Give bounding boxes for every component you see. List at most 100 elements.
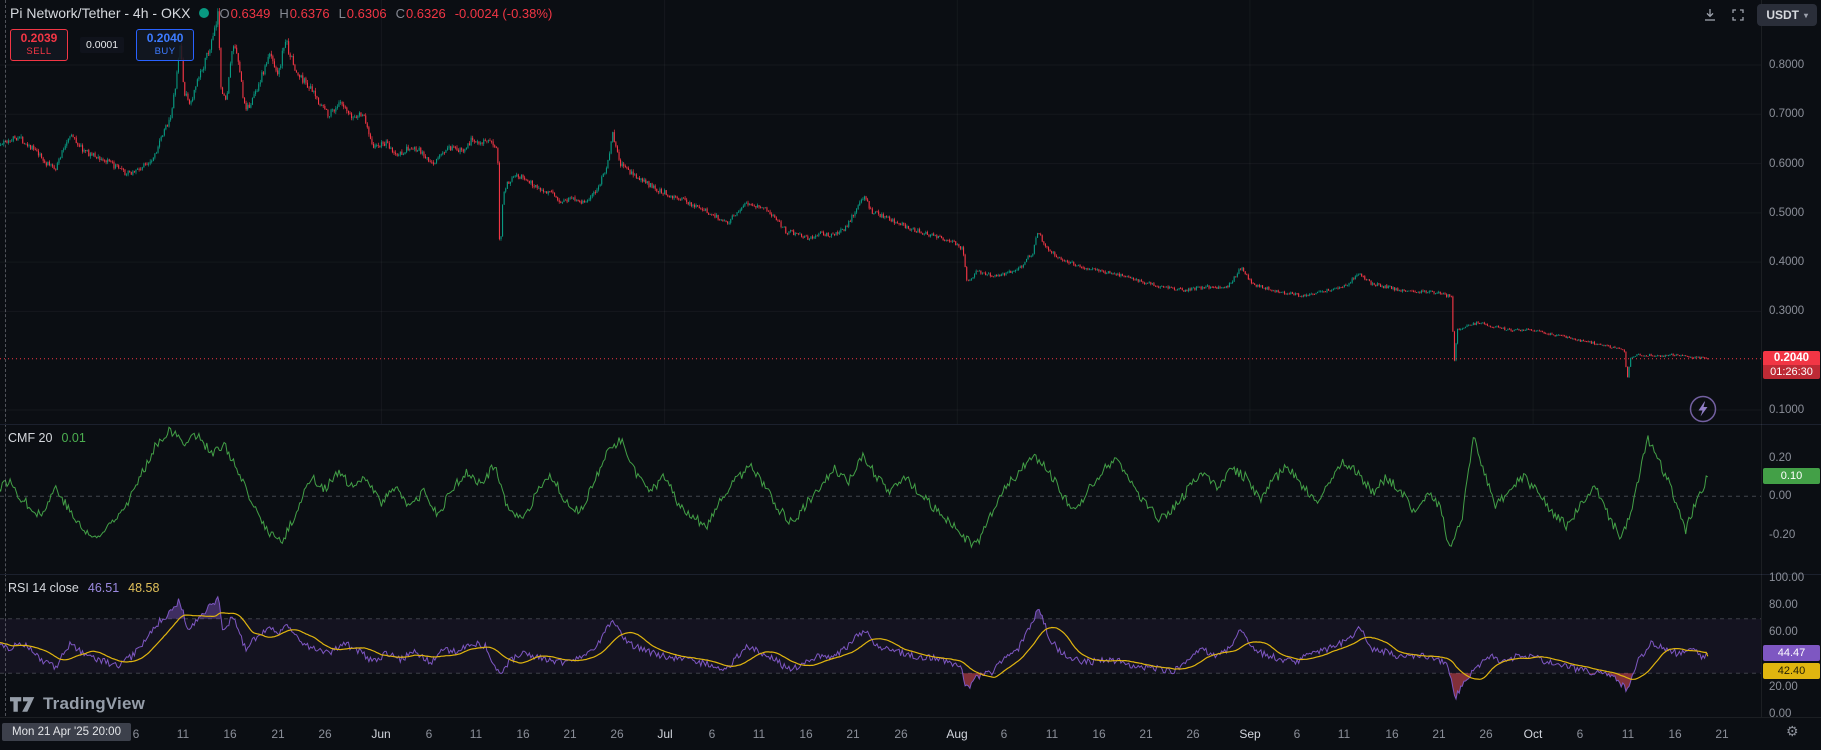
time-tick-label: 16 — [516, 727, 530, 741]
rsi-ma-current-value: 48.58 — [128, 581, 160, 595]
time-tick-label: 6 — [132, 727, 140, 741]
time-tick-label: Jun — [371, 727, 391, 741]
pane-separator[interactable] — [0, 424, 1821, 425]
price-chart-canvas[interactable] — [0, 0, 1761, 424]
tradingview-logo[interactable]: TradingView — [10, 694, 145, 714]
close-label: C — [395, 5, 405, 21]
rsi-pane[interactable] — [0, 575, 1761, 716]
rsi-chart-canvas[interactable] — [0, 575, 1761, 716]
time-tick-label: 26 — [894, 727, 908, 741]
high-label: H — [279, 5, 289, 21]
cmf-title[interactable]: CMF 20 — [8, 431, 53, 445]
time-tick-label: 11 — [1337, 727, 1351, 741]
price-axis[interactable]: 0.2040 01:26:30 0.10 44.47 42.40 0.8000 0… — [1761, 0, 1821, 720]
price-grid — [0, 0, 1761, 424]
fullscreen-icon[interactable] — [1729, 6, 1747, 24]
low-label: L — [338, 5, 346, 21]
price-tick-label: 0.3000 — [1769, 305, 1805, 318]
cmf-current-value: 0.01 — [61, 431, 86, 445]
cmf-chart-canvas[interactable] — [0, 425, 1761, 574]
time-tick-label: 21 — [1139, 727, 1153, 741]
sell-label: SELL — [26, 46, 52, 57]
time-tick-label: 26 — [1479, 727, 1493, 741]
currency-toggle-button[interactable]: USDT ▾ — [1757, 4, 1817, 26]
bar-countdown: 01:26:30 — [1763, 365, 1820, 379]
price-tick-label: 0.1000 — [1769, 403, 1805, 416]
tradingview-logo-text: TradingView — [43, 694, 146, 713]
open-label: O — [219, 5, 230, 21]
price-pane[interactable] — [0, 0, 1761, 424]
market-status-icon — [198, 8, 209, 18]
rsi-tick-label: 20.00 — [1769, 680, 1798, 693]
tradingview-logo-icon — [10, 697, 35, 712]
time-tick-label: 16 — [1385, 727, 1399, 741]
time-tick-label: 16 — [223, 727, 237, 741]
time-tick-label: 16 — [1668, 727, 1682, 741]
price-tick-label: 0.5000 — [1769, 206, 1805, 219]
time-tick-label: Sep — [1239, 727, 1261, 741]
high-value: 0.6376 — [289, 5, 330, 21]
time-tick-label: 16 — [799, 727, 813, 741]
time-tick-label: 6 — [708, 727, 716, 741]
time-axis[interactable]: Mon 21 Apr '25 20:00 ⚙ 6 11 16 21 26 Jun 6 11 16… — [0, 717, 1821, 750]
cmf-tick-label: 0.20 — [1769, 451, 1792, 464]
time-tick-label: 11 — [752, 727, 766, 741]
time-tick-label: 21 — [846, 727, 860, 741]
currency-label: USDT — [1766, 8, 1799, 22]
time-tick-label: 16 — [1092, 727, 1106, 741]
rsi-tick-label: 100.00 — [1769, 572, 1805, 584]
pane-separator[interactable] — [0, 574, 1821, 575]
symbol-title[interactable]: Pi Network/Tether - 4h - OKX — [10, 5, 191, 21]
time-settings-icon[interactable]: ⚙ — [1786, 723, 1799, 739]
cmf-tick-label: -0.20 — [1769, 529, 1796, 542]
time-tick-label: Aug — [946, 727, 968, 741]
sell-button[interactable]: 0.2039 SELL — [10, 29, 68, 61]
time-tick-label: 26 — [610, 727, 624, 741]
buy-button[interactable]: 0.2040 BUY — [136, 29, 195, 61]
rsi-tick-label: 80.00 — [1769, 599, 1798, 612]
sell-price: 0.2039 — [20, 31, 58, 45]
close-value: 0.6326 — [405, 5, 446, 21]
last-price-value: 0.2040 — [1773, 352, 1810, 364]
price-tick-label: 0.4000 — [1769, 256, 1805, 269]
time-tick-label: 21 — [563, 727, 577, 741]
time-tick-label: 6 — [1576, 727, 1584, 741]
cmf-line — [0, 426, 1709, 549]
crosshair-vertical-line — [5, 0, 6, 716]
time-tick-label: 6 — [1000, 727, 1008, 741]
crosshair-date-label: Mon 21 Apr '25 20:00 — [2, 723, 131, 741]
price-tick-label: 0.8000 — [1769, 59, 1805, 71]
rsi-title[interactable]: RSI 14 close — [8, 581, 79, 595]
time-tick-label: 21 — [271, 727, 285, 741]
time-tick-label: 11 — [1621, 727, 1635, 741]
rsi-ma-line — [0, 612, 1709, 680]
chevron-down-icon: ▾ — [1803, 10, 1808, 20]
rsi-line — [0, 595, 1708, 701]
price-tick-label: 0.7000 — [1769, 108, 1805, 121]
candle-wicks-down — [5, 8, 1709, 378]
download-icon[interactable] — [1701, 6, 1719, 24]
open-value: 0.6349 — [230, 5, 271, 21]
time-tick-label: 11 — [469, 727, 483, 741]
cmf-pane[interactable] — [0, 425, 1761, 574]
last-price-badge: 0.2040 01:26:30 — [1763, 351, 1820, 379]
candle-bodies-down — [4, 11, 1709, 378]
time-tick-label: 6 — [1293, 727, 1301, 741]
price-tick-label: 0.6000 — [1769, 157, 1805, 170]
time-tick-label: 6 — [425, 727, 433, 741]
rsi-current-value: 46.51 — [87, 581, 120, 595]
change-value: -0.0024 (-0.38%) — [454, 5, 553, 21]
time-tick-label: 21 — [1432, 727, 1446, 741]
buy-price: 0.2040 — [146, 31, 184, 45]
rsi-value-badge: 44.47 — [1763, 645, 1820, 661]
rsi-band — [0, 618, 1761, 674]
ohlc-readout: O 0.6349 H 0.6376 L 0.6306 C 0.6326 -0.0024 … — [220, 6, 553, 21]
rsi-tick-label: 60.00 — [1769, 626, 1798, 639]
rsi-ma-value-badge: 42.40 — [1763, 663, 1820, 679]
time-tick-label: 11 — [1045, 727, 1059, 741]
boost-icon[interactable] — [1689, 395, 1717, 423]
time-tick-label: Oct — [1523, 727, 1543, 741]
cmf-tick-label: 0.00 — [1769, 490, 1792, 503]
time-tick-label: Jul — [657, 727, 673, 741]
